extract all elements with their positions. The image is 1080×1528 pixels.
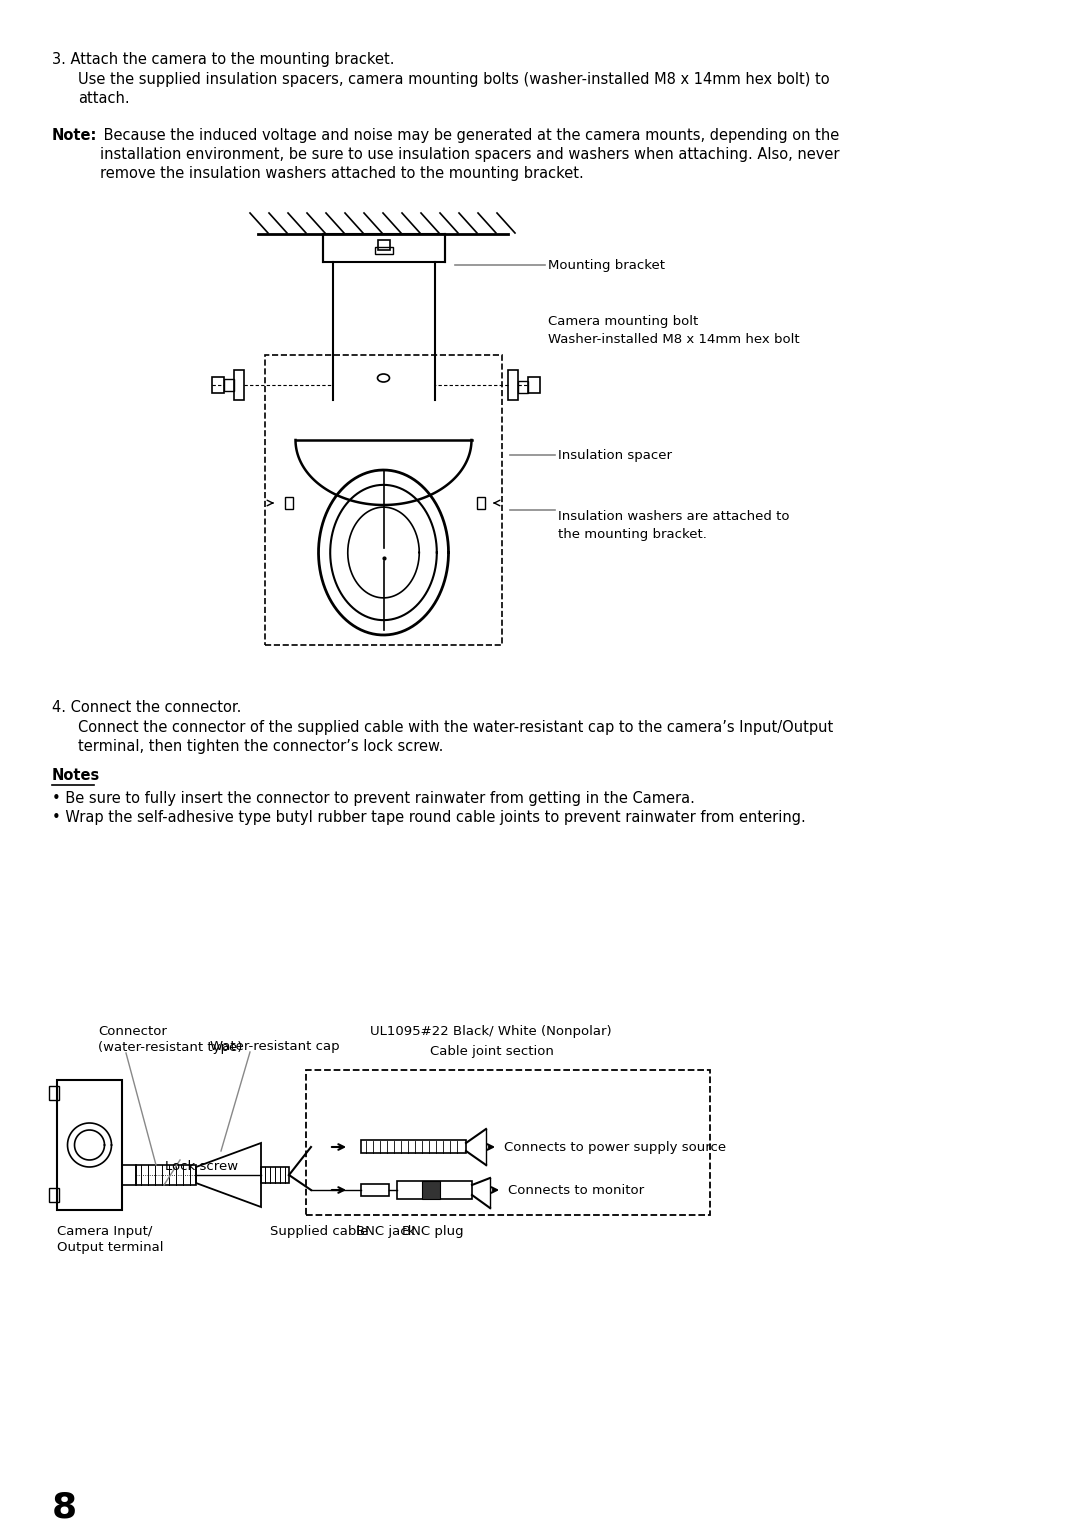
Text: BNC plug: BNC plug [402,1225,463,1238]
Text: the mounting bracket.: the mounting bracket. [558,529,707,541]
Text: Cable joint section: Cable joint section [430,1045,554,1057]
Text: Output terminal: Output terminal [57,1241,163,1254]
Text: Connect the connector of the supplied cable with the water-resistant cap to the : Connect the connector of the supplied ca… [78,720,834,735]
Bar [136,1164,195,1186]
Bar [57,1080,122,1210]
Text: • Be sure to fully insert the connector to prevent rainwater from getting in the: • Be sure to fully insert the connector … [52,792,694,805]
Text: BNC jack: BNC jack [356,1225,416,1238]
Text: 8: 8 [52,1490,77,1523]
Bar [265,354,502,645]
Text: Because the induced voltage and noise may be generated at the camera mounts, dep: Because the induced voltage and noise ma… [99,128,839,144]
Text: 4. Connect the connector.: 4. Connect the connector. [52,700,241,715]
Text: UL1095#22 Black/ White (Nonpolar): UL1095#22 Black/ White (Nonpolar) [370,1025,611,1038]
Bar [378,240,390,251]
Text: attach.: attach. [78,92,130,105]
Bar [476,497,485,509]
Text: Water-resistant cap: Water-resistant cap [210,1041,339,1053]
Bar [361,1140,465,1154]
Text: • Wrap the self-adhesive type butyl rubber tape round cable joints to prevent ra: • Wrap the self-adhesive type butyl rubb… [52,810,806,825]
Bar [122,1164,136,1186]
Bar [261,1167,289,1183]
Text: installation environment, be sure to use insulation spacers and washers when att: installation environment, be sure to use… [100,147,839,162]
Text: Supplied cable: Supplied cable [270,1225,368,1238]
Text: Camera Input/: Camera Input/ [57,1225,152,1238]
Text: Insulation spacer: Insulation spacer [558,449,672,461]
Text: Notes: Notes [52,769,100,782]
Text: Lock screw: Lock screw [165,1160,238,1174]
Text: Mounting bracket: Mounting bracket [548,258,665,272]
Bar [397,1181,472,1199]
Text: Connects to power supply source: Connects to power supply source [504,1140,726,1154]
Text: 3. Attach the camera to the mounting bracket.: 3. Attach the camera to the mounting bra… [52,52,394,67]
Bar [306,1070,710,1215]
Bar [49,1086,59,1100]
Text: Note:: Note: [52,128,97,144]
Text: Insulation washers are attached to: Insulation washers are attached to [558,510,789,523]
Bar [284,497,293,509]
Text: Connector: Connector [98,1025,167,1038]
Text: Washer-installed M8 x 14mm hex bolt: Washer-installed M8 x 14mm hex bolt [548,333,799,345]
Text: Camera mounting bolt: Camera mounting bolt [548,315,699,329]
Text: Use the supplied insulation spacers, camera mounting bolts (washer-installed M8 : Use the supplied insulation spacers, cam… [78,72,829,87]
Bar [422,1181,440,1199]
Text: terminal, then tighten the connector’s lock screw.: terminal, then tighten the connector’s l… [78,740,444,753]
Bar [518,380,528,393]
Bar [528,377,540,393]
Bar [49,1187,59,1203]
Bar [224,379,234,391]
Bar [361,1184,389,1196]
Text: Connects to monitor: Connects to monitor [508,1184,644,1196]
Bar [212,377,224,393]
Text: remove the insulation washers attached to the mounting bracket.: remove the insulation washers attached t… [100,167,584,180]
Bar [323,234,445,261]
Bar [234,370,244,400]
Bar [508,370,518,400]
Text: (water-resistant type): (water-resistant type) [98,1041,242,1054]
Bar [375,248,393,254]
